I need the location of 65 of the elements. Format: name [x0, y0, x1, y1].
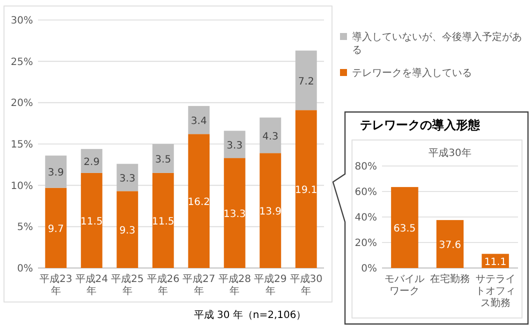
x-tick-label: 平成25年 [111, 273, 144, 297]
bar [436, 220, 464, 268]
data-label: 9.3 [119, 226, 136, 237]
data-label: 11.5 [80, 216, 103, 228]
x-tick-label: 平成26年 [146, 273, 180, 297]
chart-title: テレワークの導入形態 [360, 118, 481, 132]
x-tick-label: モバイルワーク [384, 274, 425, 297]
y-tick-label: 25% [10, 56, 33, 68]
data-label: 3.3 [226, 140, 243, 152]
bar [188, 134, 210, 268]
data-label: 3.5 [155, 154, 172, 166]
bar [116, 164, 138, 192]
data-label: 9.7 [48, 224, 64, 235]
y-tick-label: 15% [10, 140, 33, 150]
data-label: 4.3 [262, 131, 278, 142]
x-tick-label: 平成27年 [182, 273, 216, 297]
data-label: 13.3 [223, 209, 246, 220]
bar [152, 144, 174, 173]
y-tick-label: 0% [361, 264, 377, 274]
legend-label: 導入していないが、今後導入予定がある [352, 31, 522, 56]
data-label: 19.1 [294, 185, 318, 196]
bar [80, 172, 102, 268]
data-label: 3.3 [119, 173, 136, 184]
data-label: 13.9 [259, 206, 282, 218]
data-label: 11.1 [484, 256, 506, 268]
y-tick-label: 40% [354, 212, 377, 224]
legend-label: テレワークを導入している [352, 67, 472, 79]
data-label: 63.5 [394, 224, 416, 235]
data-label: 37.6 [438, 240, 462, 252]
x-tick-label: 平成23年 [40, 273, 72, 297]
bar [116, 191, 138, 268]
bar [295, 110, 317, 268]
bar [260, 153, 282, 268]
text: 平成 30 年（n=2,106） [194, 309, 306, 321]
data-label: 2.9 [84, 156, 100, 168]
y-tick-label: 30% [10, 16, 33, 26]
y-tick-label: 20% [354, 238, 377, 249]
y-tick-label: 60% [354, 187, 377, 198]
y-tick-label: 20% [10, 98, 33, 110]
x-tick-label: サテライトオフィス勤務 [475, 274, 516, 309]
bar [45, 188, 67, 268]
bar [80, 148, 102, 173]
bar [295, 50, 317, 110]
x-tick-label: 平成28年 [218, 273, 251, 297]
bar [45, 156, 67, 188]
y-tick-label: 80% [354, 162, 377, 172]
bar [224, 158, 246, 268]
bar [391, 187, 418, 268]
x-tick-label: 平成30年 [290, 273, 322, 297]
y-tick-label: 5% [17, 222, 33, 234]
data-label: 16.2 [188, 197, 210, 208]
bar [152, 172, 174, 268]
data-label: 3.4 [190, 116, 207, 128]
data-label: 11.5 [152, 216, 174, 228]
x-tick-label: 平成29年 [254, 273, 287, 297]
bar [260, 118, 282, 154]
data-label: 7.2 [298, 76, 314, 88]
chart-subtitle: 平成30年 [428, 147, 472, 159]
bar [188, 106, 210, 134]
data-label: 3.9 [48, 168, 64, 179]
bar [224, 130, 246, 158]
y-tick-label: 0% [17, 264, 33, 274]
x-tick-label: 在宅勤務 [430, 273, 470, 285]
x-tick-label: 平成24年 [75, 273, 108, 297]
y-tick-label: 10% [10, 180, 33, 192]
